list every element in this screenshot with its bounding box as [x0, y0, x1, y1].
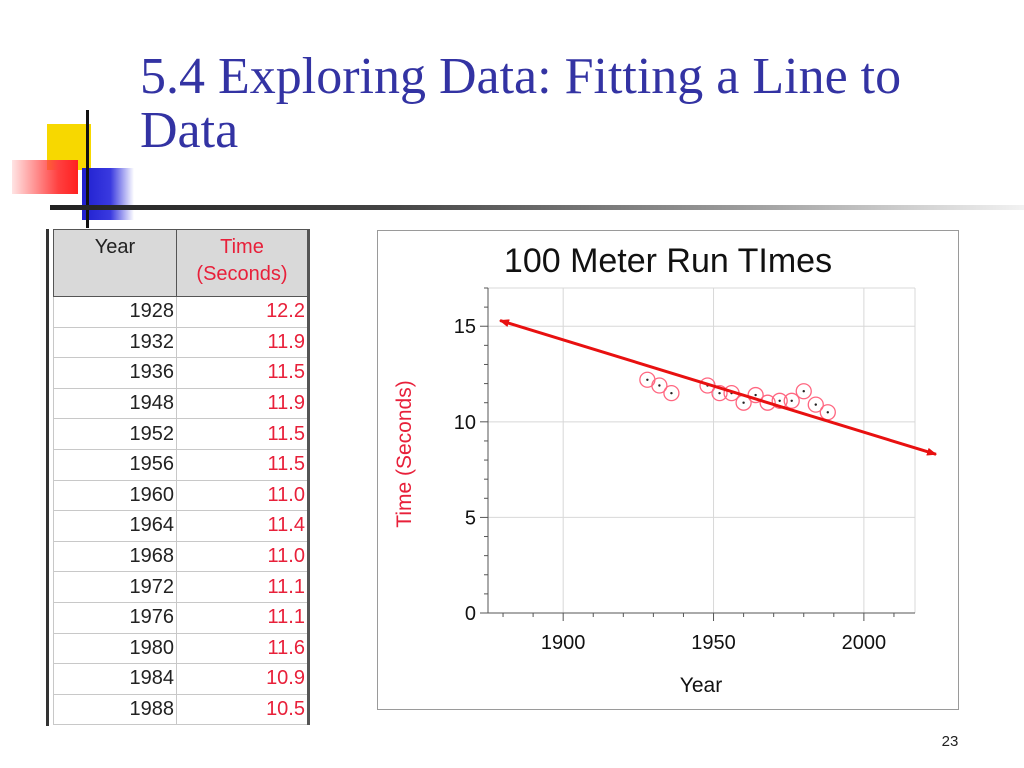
- table-row: 1976 11.1: [53, 602, 310, 634]
- table-row: 1984 10.9: [53, 663, 310, 695]
- cell-year: 1956: [53, 449, 177, 481]
- chart-title: 100 Meter Run TImes: [504, 242, 832, 280]
- cell-time: 11.5: [176, 418, 310, 450]
- data-point-center: [646, 378, 649, 381]
- data-point: [795, 383, 812, 400]
- header-time: Time (Seconds): [176, 229, 310, 297]
- logo-vertical-line: [86, 110, 89, 228]
- data-table-container: Year Time (Seconds) 1928 12.2 1932 11.9 1936…: [46, 229, 311, 726]
- x-tick-label: 2000: [842, 632, 887, 654]
- slide-title: 5.4 Exploring Data: Fitting a Line to Da…: [140, 48, 902, 159]
- fit-line: [499, 319, 938, 456]
- data-point: [819, 404, 836, 421]
- data-point-center: [718, 391, 721, 395]
- table-row: 1952 11.5: [53, 418, 310, 450]
- scatter-chart: 0 5 10 15 1900 1950 2000 100 Meter Run TImes Y…: [377, 230, 959, 710]
- table-row: 1948 11.9: [53, 388, 310, 420]
- x-tick-label: 1900: [541, 632, 586, 654]
- data-point-center: [742, 401, 745, 404]
- cell-year: 1964: [53, 510, 177, 542]
- title-divider: [50, 205, 1024, 210]
- data-point-center: [802, 390, 805, 393]
- cell-year: 1976: [53, 602, 177, 634]
- data-point-center: [754, 393, 757, 397]
- y-tick-label: 15: [454, 316, 476, 338]
- table-row: 1972 11.1: [53, 571, 310, 603]
- logo-blue-block: [82, 168, 134, 220]
- chart-svg: 0 5 10 15 1900 1950 2000 100 Meter Run TImes Y…: [393, 242, 938, 697]
- x-axis-label: Year: [680, 674, 722, 697]
- table-row: 1964 11.4: [53, 510, 310, 542]
- data-point: [639, 371, 656, 388]
- x-tick-label: 1950: [691, 632, 736, 654]
- y-tick-label: 10: [454, 412, 476, 434]
- cell-time: 10.5: [176, 694, 310, 726]
- table-row: 1960 11.0: [53, 480, 310, 512]
- cell-time: 11.0: [176, 480, 310, 512]
- data-point-center: [790, 399, 793, 402]
- data-point-center: [670, 391, 673, 395]
- table-row: 1928 12.2: [53, 296, 310, 328]
- cell-time: 12.2: [176, 296, 310, 328]
- table-row: 1936 11.5: [53, 357, 310, 389]
- table-row: 1956 11.5: [53, 449, 310, 481]
- cell-year: 1988: [53, 694, 177, 726]
- cell-year: 1984: [53, 663, 177, 695]
- table-body: 1928 12.2 1932 11.9 1936 11.5 1948 11.9 1952 11.5…: [53, 296, 310, 726]
- cell-year: 1968: [53, 541, 177, 573]
- table-left-border: [46, 229, 49, 726]
- cell-time: 11.0: [176, 541, 310, 573]
- data-point-center: [814, 403, 817, 406]
- table-header-row: Year Time (Seconds): [53, 229, 310, 297]
- data-point: [663, 384, 680, 402]
- data-table: Year Time (Seconds) 1928 12.2 1932 11.9 1936…: [53, 229, 310, 726]
- cell-year: 1960: [53, 480, 177, 512]
- table-row: 1932 11.9: [53, 327, 310, 359]
- cell-time: 11.1: [176, 602, 310, 634]
- cell-year: 1928: [53, 296, 177, 328]
- cell-time: 10.9: [176, 663, 310, 695]
- data-point-center: [778, 399, 781, 402]
- table-row: 1968 11.0: [53, 541, 310, 573]
- cell-time: 11.6: [176, 633, 310, 665]
- cell-time: 11.4: [176, 510, 310, 542]
- table-row: 1988 10.5: [53, 694, 310, 726]
- cell-time: 11.5: [176, 449, 310, 481]
- logo-red-block: [12, 160, 78, 194]
- cell-year: 1932: [53, 327, 177, 359]
- y-tick-label: 5: [465, 507, 476, 529]
- cell-year: 1948: [53, 388, 177, 420]
- cell-year: 1936: [53, 357, 177, 389]
- cell-year: 1952: [53, 418, 177, 450]
- cell-time: 11.9: [176, 327, 310, 359]
- y-axis-label: Time (Seconds): [393, 380, 416, 527]
- cell-time: 11.9: [176, 388, 310, 420]
- slide-number: 23: [941, 733, 959, 750]
- header-year: Year: [53, 229, 177, 297]
- cell-time: 11.1: [176, 571, 310, 603]
- y-tick-label: 0: [465, 603, 476, 625]
- cell-time: 11.5: [176, 357, 310, 389]
- data-point-center: [826, 411, 829, 414]
- table-row: 1980 11.6: [53, 633, 310, 665]
- data-point-center: [658, 384, 661, 387]
- cell-year: 1972: [53, 571, 177, 603]
- cell-year: 1980: [53, 633, 177, 665]
